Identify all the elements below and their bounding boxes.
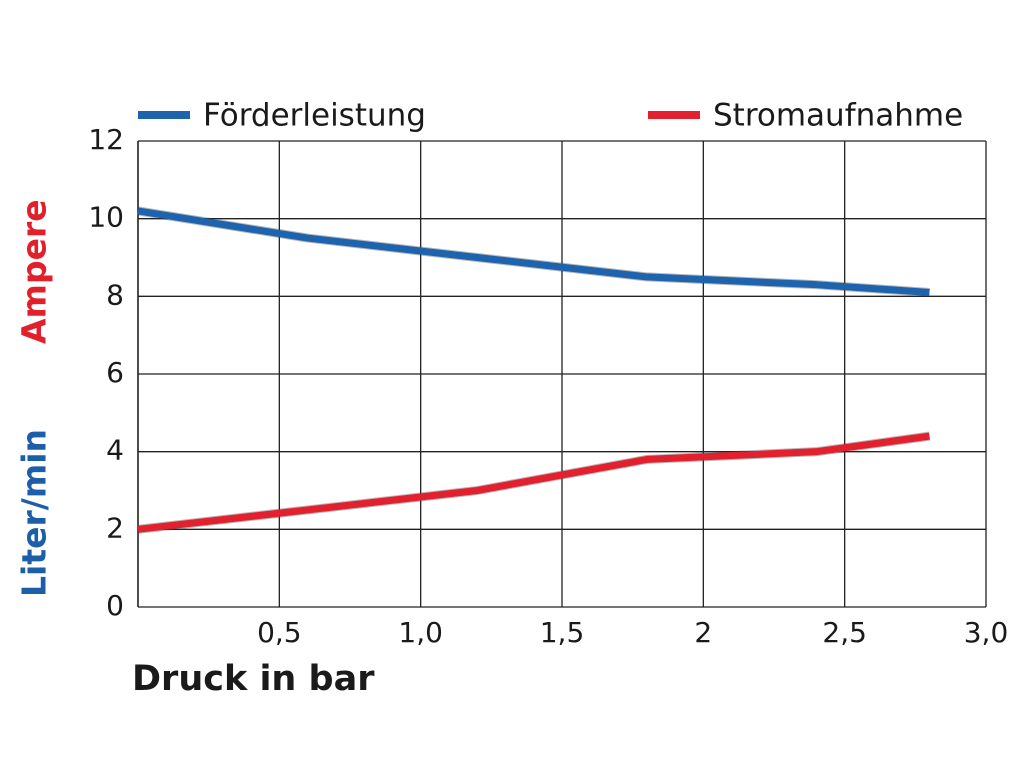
- x-tick-label: 1,0: [398, 616, 443, 649]
- series-line: [137, 432, 930, 533]
- y-axis-label: Ampere: [15, 199, 54, 344]
- legend-label: Stromaufnahme: [713, 98, 963, 134]
- y-tick-label: 2: [106, 511, 124, 544]
- series-line: [137, 207, 930, 296]
- x-tick-label: 2,5: [822, 616, 867, 649]
- y-axis-label: Liter/min: [15, 429, 54, 597]
- x-tick-label: 3,0: [964, 616, 1009, 649]
- legend-label: Förderleistung: [203, 98, 426, 134]
- y-tick-label: 12: [88, 123, 124, 156]
- x-tick-label: 2: [694, 616, 712, 649]
- y-tick-label: 0: [106, 589, 124, 622]
- y-tick-label: 6: [106, 356, 124, 389]
- line-outline: [137, 206, 930, 297]
- y-tick-label: 8: [106, 278, 124, 311]
- x-tick-label: 0,5: [257, 616, 302, 649]
- y-tick-label: 10: [88, 201, 124, 234]
- x-tick-label: 1,5: [540, 616, 585, 649]
- y-tick-label: 4: [106, 434, 124, 467]
- x-axis-label: Druck in bar: [132, 659, 375, 699]
